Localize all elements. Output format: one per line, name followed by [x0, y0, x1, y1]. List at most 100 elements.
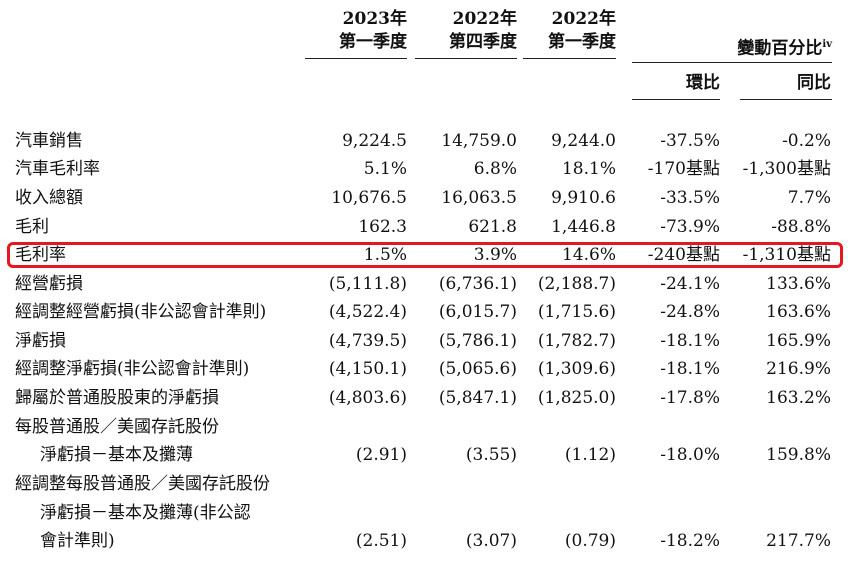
yoy-underline: [740, 99, 832, 100]
value-2022q1: (1,715.6): [537, 302, 616, 322]
change-header: 變動百分比iv: [632, 34, 832, 60]
value-yoy: 7.7%: [787, 188, 831, 208]
value-qoq: -73.9%: [660, 217, 720, 237]
change-title: 變動百分比: [737, 38, 823, 59]
value-2022q4: (6,736.1): [438, 274, 517, 294]
highlight-box: [7, 242, 843, 268]
row-label: 經調整經營虧損(非公認會計準則): [15, 302, 267, 322]
col-header-period: 第一季度: [548, 32, 616, 52]
col-header-year: 2023年: [342, 9, 407, 29]
value-2022q1: (0.79): [564, 531, 616, 551]
table-row: 淨虧損－基本及攤薄(非公認: [0, 500, 848, 527]
row-label: 經調整每股普通股／美國存託股份: [15, 474, 270, 494]
value-2022q1: (1.12): [564, 445, 616, 465]
col-header-2023q1: 2023年 第一季度: [305, 8, 407, 59]
row-label: 淨虧損: [15, 331, 66, 351]
value-2022q4: (3.55): [465, 445, 517, 465]
value-2022q1: (1,782.7): [537, 331, 616, 351]
value-qoq: -18.1%: [660, 331, 720, 351]
header-underline: [415, 58, 517, 59]
col-header-2022q4: 2022年 第四季度: [415, 8, 517, 59]
value-2022q1: 18.1%: [561, 159, 616, 179]
value-2022q4: 6.8%: [473, 159, 517, 179]
value-yoy: 165.9%: [766, 331, 831, 351]
header-underline: [305, 58, 407, 59]
value-2022q4: (5,065.6): [438, 359, 517, 379]
change-footnote: iv: [822, 39, 832, 50]
value-qoq: -18.0%: [660, 445, 720, 465]
value-qoq: -170基點: [647, 159, 720, 179]
change-underline: [632, 62, 832, 63]
row-label: 收入總額: [15, 188, 83, 208]
value-2022q4: (5,786.1): [438, 331, 517, 351]
value-2022q4: 14,759.0: [441, 131, 517, 151]
value-qoq: -17.8%: [660, 388, 720, 408]
value-yoy: -0.2%: [782, 131, 831, 151]
row-label: 汽車銷售: [15, 131, 83, 151]
table-row: 經調整每股普通股／美國存託股份: [0, 471, 848, 498]
value-2023q1: 10,676.5: [331, 188, 407, 208]
col-header-year: 2022年: [452, 9, 517, 29]
table-row: 每股普通股／美國存託股份: [0, 414, 848, 441]
table-row: 經營虧損 (5,111.8) (6,736.1) (2,188.7) -24.1% 133…: [0, 271, 848, 298]
value-2023q1: (2.51): [355, 531, 407, 551]
row-label: 淨虧損－基本及攤薄(非公認: [40, 503, 251, 523]
value-yoy: -88.8%: [771, 217, 831, 237]
value-2023q1: 1.5%: [363, 245, 407, 265]
value-2022q4: 3.9%: [473, 245, 517, 265]
table-row: 毛利率 1.5% 3.9% 14.6% -240基點 -1,310基點: [0, 242, 848, 269]
col-header-year: 2022年: [551, 9, 616, 29]
row-label: 經調整淨虧損(非公認會計準則): [15, 359, 250, 379]
qoq-header: 環比: [686, 73, 720, 93]
value-2023q1: 162.3: [358, 217, 407, 237]
value-qoq: -240基點: [647, 245, 720, 265]
row-label: 毛利率: [15, 245, 66, 265]
table-row: 汽車毛利率 5.1% 6.8% 18.1% -170基點 -1,300基點: [0, 156, 848, 183]
value-2023q1: (5,111.8): [328, 274, 407, 294]
row-label: 毛利: [15, 217, 49, 237]
value-2022q1: 1,446.8: [551, 217, 616, 237]
value-qoq: -33.5%: [660, 188, 720, 208]
table-row: 汽車銷售 9,224.5 14,759.0 9,244.0 -37.5% -0.2%: [0, 128, 848, 155]
row-label: 經營虧損: [15, 274, 83, 294]
value-yoy: -1,310基點: [742, 245, 831, 265]
col-header-period: 第四季度: [449, 32, 517, 52]
table-row: 經調整經營虧損(非公認會計準則) (4,522.4) (6,015.7) (1,715…: [0, 299, 848, 326]
qoq-underline: [632, 99, 720, 100]
value-qoq: -18.1%: [660, 359, 720, 379]
value-2023q1: (4,522.4): [328, 302, 407, 322]
table-row: 淨虧損 (4,739.5) (5,786.1) (1,782.7) -18.1% 165.…: [0, 328, 848, 355]
value-2022q4: 621.8: [468, 217, 517, 237]
value-yoy: 133.6%: [766, 274, 831, 294]
value-2022q1: 9,910.6: [551, 188, 616, 208]
value-yoy: 163.2%: [766, 388, 831, 408]
value-2022q1: 14.6%: [561, 245, 616, 265]
value-qoq: -24.1%: [660, 274, 720, 294]
header-underline: [523, 58, 616, 59]
value-qoq: -24.8%: [660, 302, 720, 322]
value-qoq: -37.5%: [660, 131, 720, 151]
value-2022q1: 9,244.0: [551, 131, 616, 151]
row-label: 會計準則): [40, 531, 115, 551]
col-header-period: 第一季度: [339, 32, 407, 52]
row-label: 歸屬於普通股股東的淨虧損: [15, 388, 219, 408]
value-2023q1: 9,224.5: [342, 131, 407, 151]
value-2022q1: (1,309.6): [537, 359, 616, 379]
value-2022q4: (3.07): [465, 531, 517, 551]
value-2022q4: (5,847.1): [438, 388, 517, 408]
table-row: 毛利 162.3 621.8 1,446.8 -73.9% -88.8%: [0, 214, 848, 241]
table-row: 淨虧損－基本及攤薄 (2.91) (3.55) (1.12) -18.0% 159.8%: [0, 442, 848, 469]
value-2023q1: (2.91): [355, 445, 407, 465]
value-yoy: 159.8%: [766, 445, 831, 465]
value-yoy: -1,300基點: [742, 159, 831, 179]
value-yoy: 217.7%: [766, 531, 831, 551]
value-2023q1: 5.1%: [363, 159, 407, 179]
row-label: 淨虧損－基本及攤薄: [40, 445, 193, 465]
yoy-header: 同比: [797, 73, 831, 93]
value-2022q1: (1,825.0): [537, 388, 616, 408]
value-yoy: 216.9%: [766, 359, 831, 379]
value-yoy: 163.6%: [766, 302, 831, 322]
value-2022q1: (2,188.7): [537, 274, 616, 294]
table-row: 經調整淨虧損(非公認會計準則) (4,150.1) (5,065.6) (1,309.…: [0, 356, 848, 383]
col-header-2022q1: 2022年 第一季度: [523, 8, 616, 59]
